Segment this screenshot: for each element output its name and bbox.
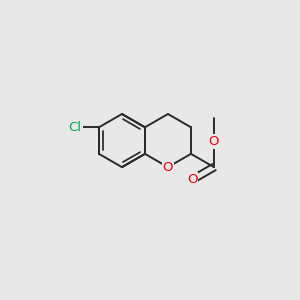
Text: O: O: [209, 135, 219, 148]
Text: O: O: [187, 173, 197, 186]
Text: O: O: [163, 160, 173, 174]
Text: Cl: Cl: [68, 121, 82, 134]
